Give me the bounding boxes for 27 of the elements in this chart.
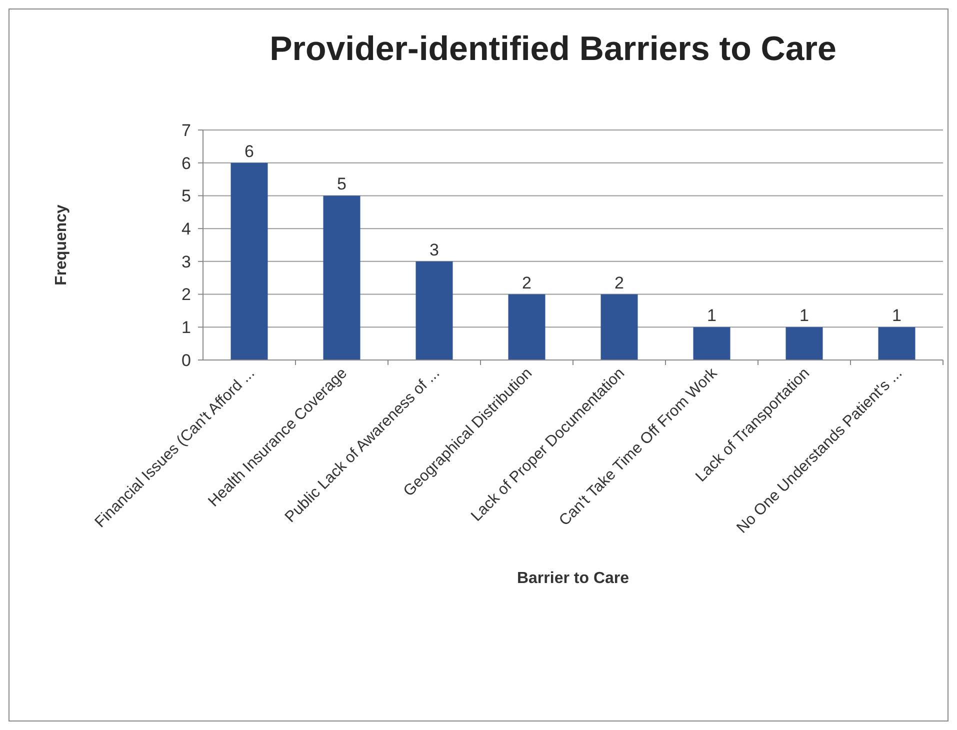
y-tick-label: 0 (182, 350, 191, 370)
data-label: 1 (800, 306, 809, 326)
bar (693, 327, 730, 360)
data-label: 2 (614, 273, 624, 292)
data-label: 2 (522, 273, 532, 292)
y-tick-label: 2 (182, 285, 191, 304)
bar (600, 294, 638, 360)
bar (416, 261, 453, 360)
bar (230, 162, 268, 360)
chart-title: Provider-identified Barriers to Care (270, 30, 836, 68)
y-tick-label: 6 (182, 154, 191, 173)
y-tick-label: 1 (182, 318, 191, 338)
data-label: 1 (892, 306, 902, 326)
y-tick-label: 5 (182, 186, 191, 206)
data-label: 1 (707, 306, 716, 326)
bar (323, 196, 360, 360)
bar (508, 294, 546, 360)
bar (786, 327, 823, 360)
y-tick-label: 4 (182, 220, 191, 239)
y-tick-label: 7 (182, 120, 191, 140)
x-axis-title: Barrier to Care (516, 570, 630, 587)
data-label: 3 (430, 240, 439, 260)
y-tick-label: 3 (182, 252, 191, 272)
bar (878, 327, 916, 360)
data-label: 6 (244, 142, 254, 161)
data-label: 5 (337, 174, 346, 194)
y-axis-title: Frequency (53, 204, 70, 286)
